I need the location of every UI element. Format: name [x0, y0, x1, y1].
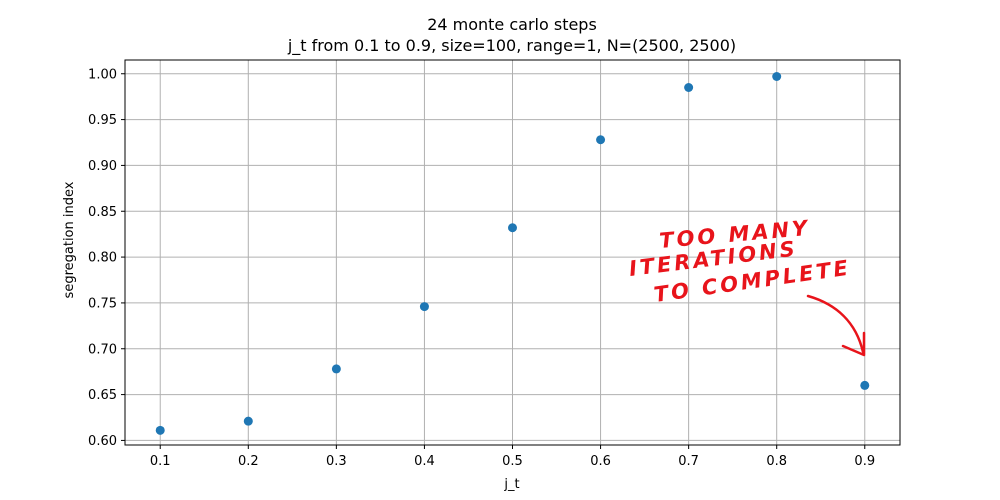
data-point	[508, 223, 517, 233]
x-axis-label: j_t	[503, 477, 519, 492]
data-points	[155, 72, 870, 435]
y-axis-ticks: 0.60 0.65 0.70 0.75 0.80 0.85 0.90 0.95 1.00	[88, 67, 125, 449]
x-tick-label: 0.8	[766, 454, 787, 469]
y-tick-label: 0.90	[88, 159, 117, 174]
data-point	[596, 135, 606, 145]
y-tick-label: 0.85	[88, 205, 117, 220]
x-tick-label: 0.1	[150, 454, 171, 469]
plot-frame	[124, 59, 901, 446]
x-tick-label: 0.9	[854, 454, 875, 469]
y-axis-label: segregation index	[62, 181, 77, 298]
chart-subtitle: j_t from 0.1 to 0.9, size=100, range=1, …	[287, 36, 736, 56]
y-tick-label: 0.60	[88, 434, 117, 449]
chart-title: 24 monte carlo steps	[427, 15, 597, 34]
x-tick-label: 0.4	[414, 454, 435, 469]
grid-layer	[125, 60, 900, 445]
x-tick-label: 0.5	[502, 454, 523, 469]
x-tick-label: 0.3	[326, 454, 347, 469]
x-tick-label: 0.2	[238, 454, 259, 469]
data-point	[684, 83, 694, 92]
y-tick-label: 0.70	[88, 342, 117, 357]
x-tick-label: 0.7	[678, 454, 699, 469]
data-point	[772, 72, 782, 81]
annotation-arrowhead	[841, 331, 866, 357]
data-point	[419, 302, 429, 312]
y-tick-label: 0.80	[88, 251, 117, 266]
y-tick-label: 0.75	[88, 296, 117, 311]
data-point	[331, 364, 341, 374]
y-tick-label: 1.00	[88, 67, 117, 82]
x-tick-label: 0.6	[590, 454, 611, 469]
data-point	[860, 380, 870, 390]
data-point	[155, 425, 165, 435]
data-point	[243, 416, 253, 426]
y-tick-label: 0.95	[88, 113, 117, 128]
handwritten-annotation: TOO MANY ITERATIONS TO COMPLETE	[628, 216, 866, 357]
y-tick-label: 0.65	[88, 388, 117, 403]
x-axis-ticks: 0.1 0.2 0.3 0.4 0.5 0.6 0.7 0.8 0.9	[150, 445, 875, 469]
annotation-arrow	[806, 294, 865, 354]
